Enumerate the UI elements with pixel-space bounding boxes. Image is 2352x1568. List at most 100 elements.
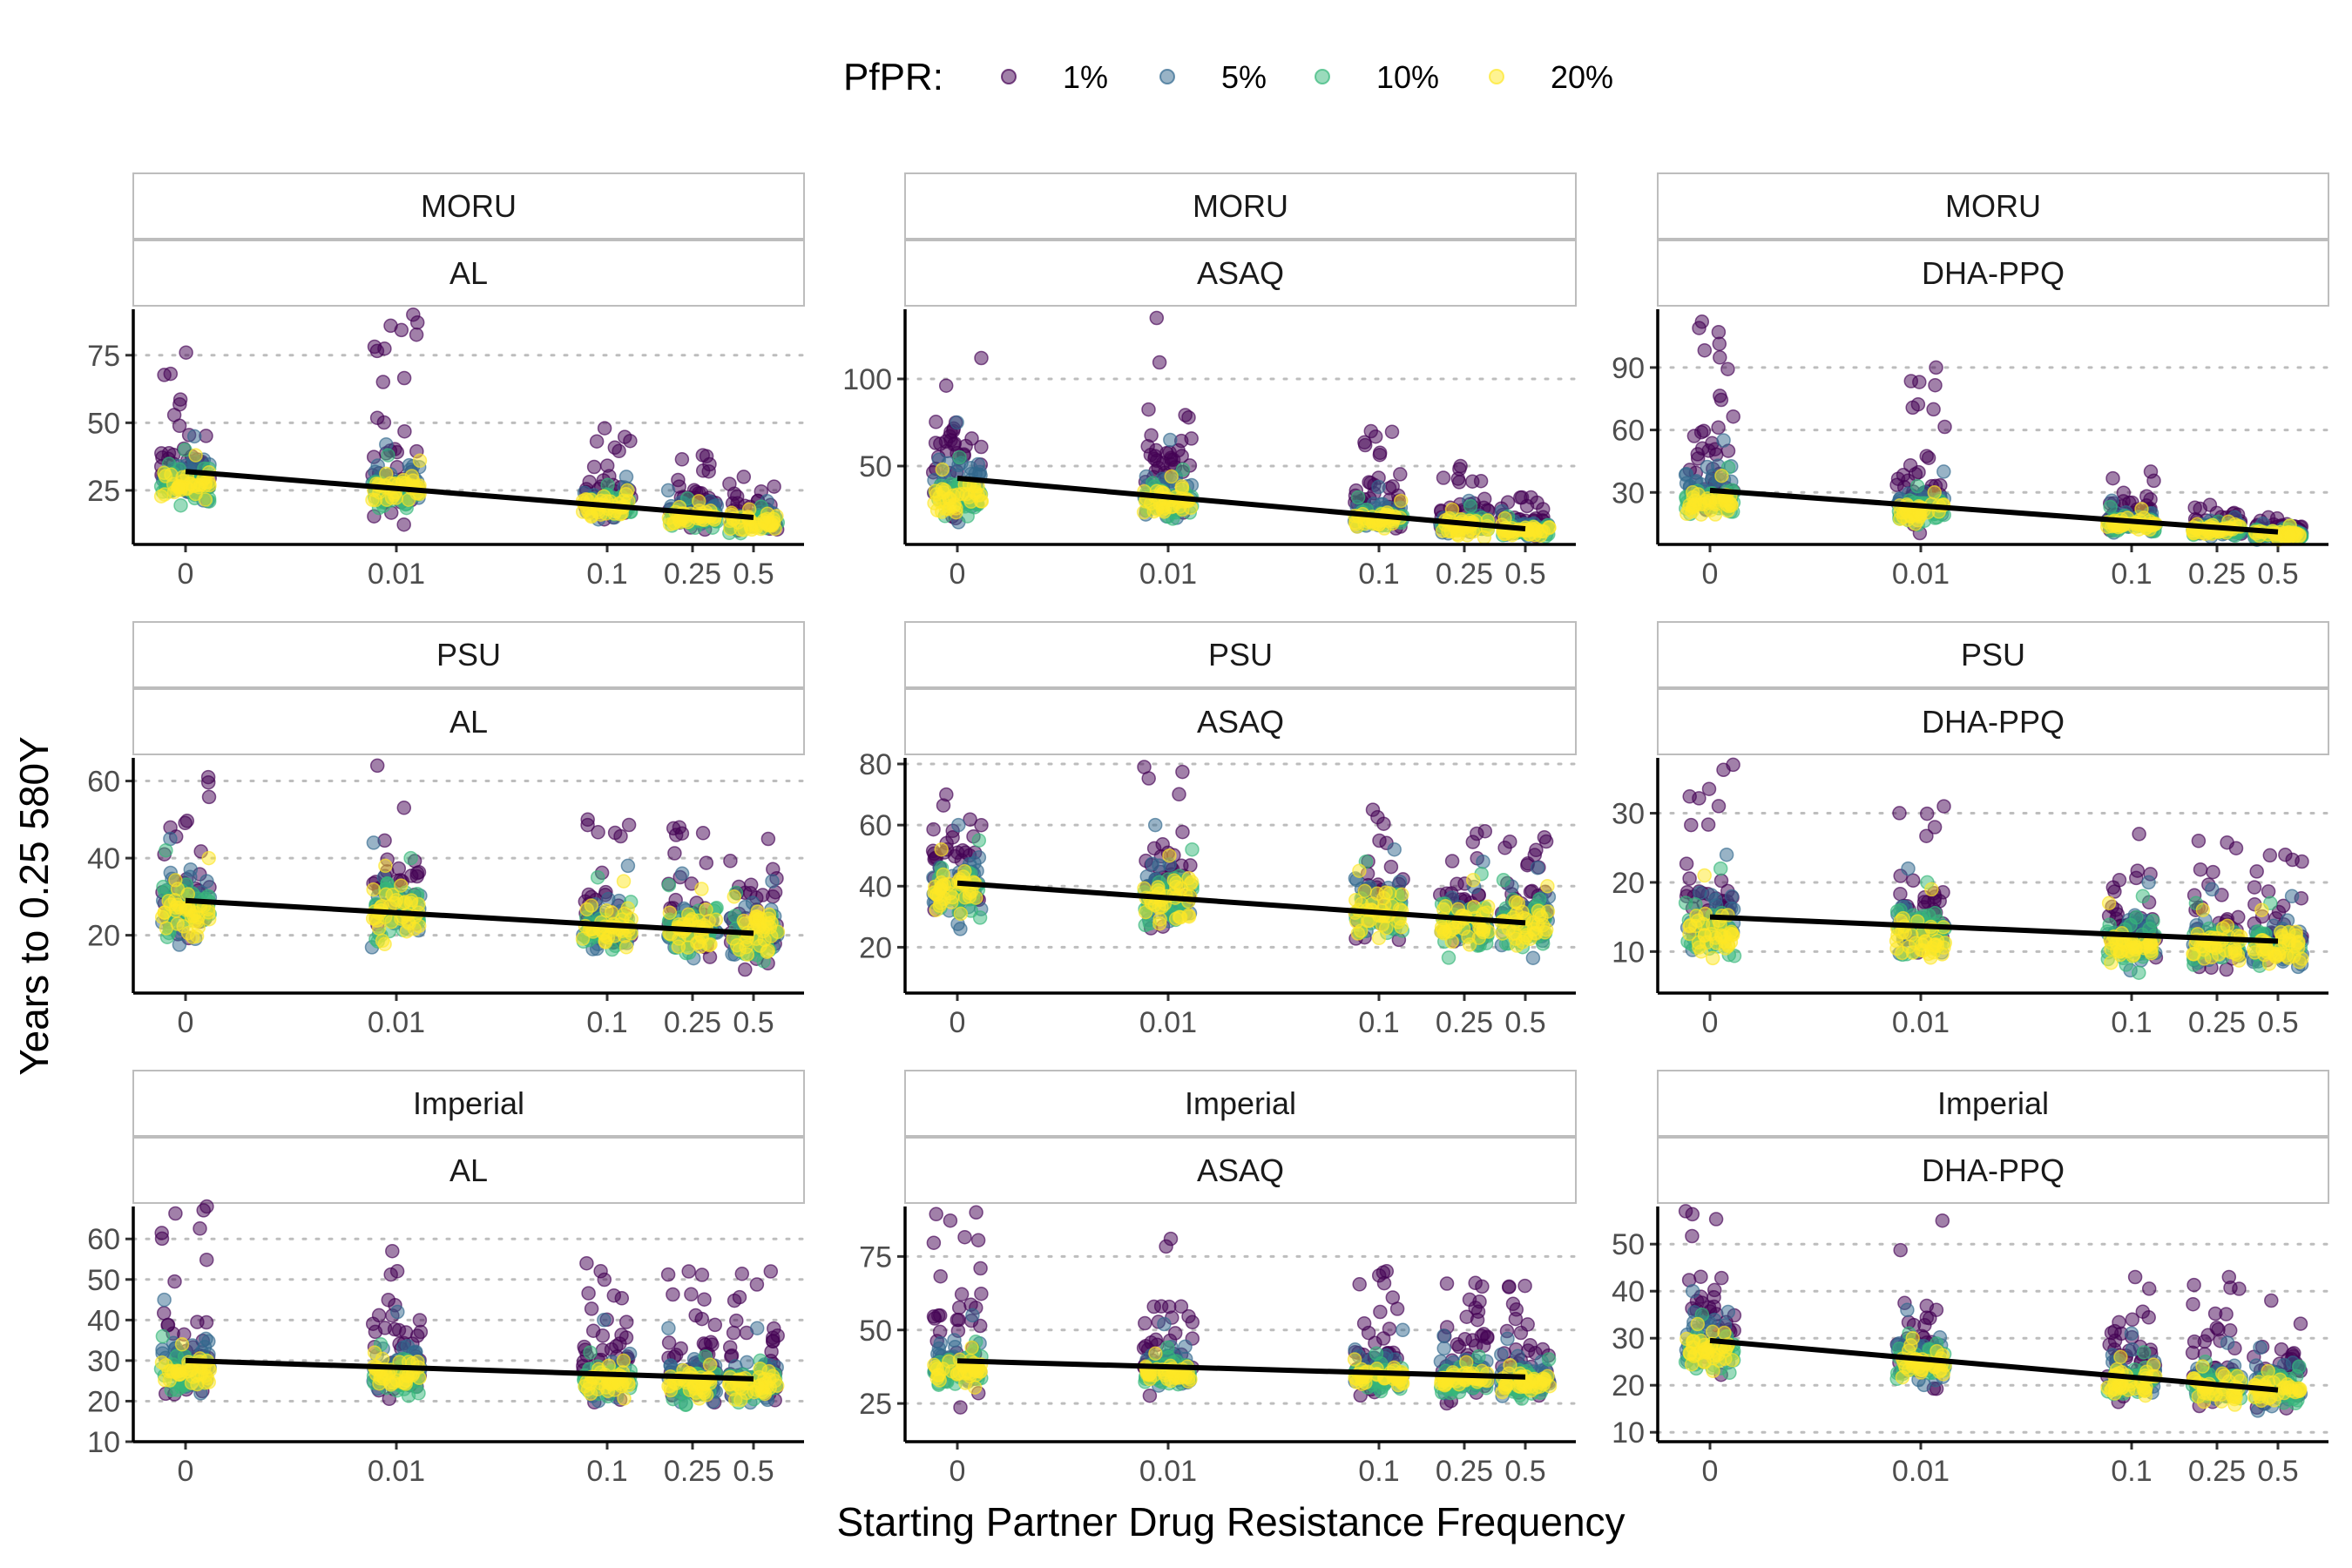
data-point <box>1463 498 1478 514</box>
data-point <box>1919 806 1935 821</box>
y-tick-label: 10 <box>1612 936 1645 969</box>
strip-label-drug: DHA-PPQ <box>1922 704 2065 740</box>
y-tick-label: 30 <box>1612 476 1645 510</box>
data-point <box>1350 926 1366 941</box>
data-point <box>169 1348 185 1364</box>
data-point <box>598 935 613 950</box>
data-point <box>179 345 193 360</box>
data-point <box>1913 508 1928 524</box>
data-point <box>585 924 601 939</box>
data-point <box>2191 834 2207 848</box>
points <box>153 1199 785 1413</box>
data-point <box>957 890 973 905</box>
data-point <box>1394 920 1409 935</box>
data-point <box>1720 362 1735 376</box>
x-tick-label: 0.01 <box>1892 558 1950 591</box>
strip-bottom <box>132 240 805 307</box>
data-point <box>1927 820 1943 835</box>
data-point <box>156 879 171 895</box>
data-point <box>2280 913 2295 928</box>
data-point <box>1889 941 1904 956</box>
data-point <box>599 458 615 473</box>
data-point <box>765 874 780 889</box>
data-point <box>933 882 948 897</box>
x-tick-label: 0.5 <box>1504 558 1545 591</box>
data-point <box>1183 500 1199 516</box>
y-tick-label: 100 <box>842 363 892 396</box>
data-point <box>1185 841 1200 857</box>
data-point <box>1152 912 1167 927</box>
data-point <box>1462 937 1477 952</box>
data-point <box>2205 882 2220 897</box>
data-point <box>623 433 638 449</box>
data-point <box>157 1292 172 1308</box>
y-tick-label: 20 <box>87 1385 120 1418</box>
data-point <box>1385 479 1400 494</box>
data-point <box>164 467 179 483</box>
data-point <box>1929 360 1943 375</box>
data-point <box>1713 861 1728 876</box>
data-point <box>381 1293 396 1308</box>
data-point <box>590 869 605 885</box>
data-point <box>727 889 742 904</box>
data-point <box>660 483 676 498</box>
data-point <box>1162 848 1177 863</box>
data-point <box>201 789 217 805</box>
data-point <box>1936 464 1951 479</box>
data-point <box>1724 889 1740 904</box>
data-point <box>1141 402 1156 417</box>
data-point <box>2101 896 2117 911</box>
data-point <box>1684 817 1699 833</box>
y-tick-label: 30 <box>87 1345 120 1378</box>
data-point <box>369 410 385 425</box>
data-point <box>760 831 776 847</box>
x-tick-label: 0.25 <box>2188 558 2246 591</box>
strip-label-drug: AL <box>449 255 488 291</box>
data-point <box>1172 909 1187 924</box>
y-tick-label: 90 <box>1612 352 1645 385</box>
data-point <box>750 904 765 919</box>
data-point <box>172 937 187 952</box>
data-point <box>186 429 202 444</box>
data-point <box>1146 841 1162 856</box>
x-tick-label: 0.1 <box>586 1006 627 1039</box>
data-point <box>1175 764 1190 780</box>
strip-label-drug: DHA-PPQ <box>1922 255 2065 291</box>
data-point <box>616 874 632 889</box>
data-point <box>1910 396 1926 412</box>
data-point <box>593 1264 608 1279</box>
data-point <box>974 350 989 366</box>
y-tick-label: 60 <box>859 809 892 842</box>
points <box>925 310 1557 545</box>
data-point <box>618 940 634 955</box>
data-point <box>166 408 182 422</box>
data-point <box>1164 469 1179 484</box>
data-point <box>661 1321 676 1335</box>
data-point <box>580 817 595 833</box>
x-tick-label: 0.5 <box>1504 1006 1545 1039</box>
data-point <box>1166 873 1182 888</box>
data-point <box>1184 431 1199 446</box>
strip-label-drug: ASAQ <box>1197 704 1284 740</box>
data-point <box>1694 441 1710 456</box>
data-point <box>661 877 677 893</box>
data-point <box>694 882 709 896</box>
y-tick-label: 40 <box>859 870 892 903</box>
data-point <box>926 821 941 837</box>
data-point <box>936 798 951 813</box>
data-point <box>2249 864 2264 879</box>
x-tick-label: 0.5 <box>2257 1006 2298 1039</box>
data-point <box>666 1287 680 1302</box>
data-point <box>1393 493 1409 509</box>
data-point <box>1719 847 1734 862</box>
legend-key-2 <box>1159 69 1175 84</box>
data-point <box>2132 827 2146 841</box>
data-point <box>2193 862 2208 877</box>
strip-label-drug: AL <box>449 704 488 740</box>
data-point <box>377 936 392 952</box>
data-point <box>1704 888 1719 902</box>
data-point <box>185 929 200 944</box>
